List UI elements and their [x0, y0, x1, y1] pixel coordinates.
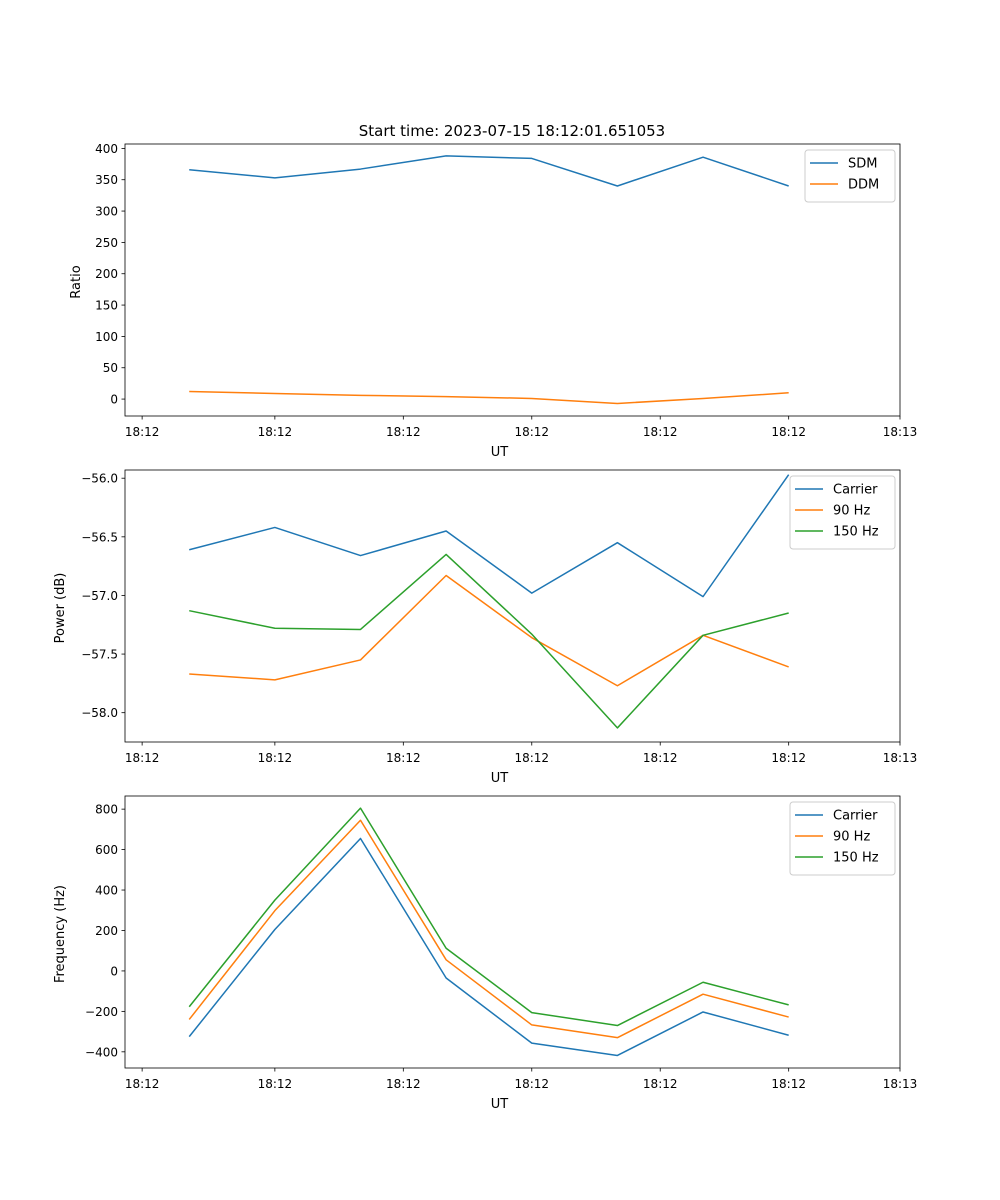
legend-label: DDM: [848, 178, 879, 193]
y-axis-label: Power (dB): [53, 573, 68, 644]
x-tick-label: 18:12: [514, 425, 549, 439]
series-line-150-hz: [188, 807, 789, 1027]
y-tick-label: −58.0: [81, 706, 118, 720]
series-lines: [188, 807, 789, 1057]
y-axis: −400 −200 0 200 400 600 800: [85, 803, 125, 1059]
y-tick-label: 350: [95, 173, 118, 187]
x-tick-label: 18:12: [258, 751, 293, 765]
axes-frame: [124, 469, 901, 743]
legend: Carrier 90 Hz 150 Hz: [789, 475, 896, 550]
x-tick-label: 18:13: [883, 751, 918, 765]
y-tick-label: −400: [85, 1045, 118, 1059]
y-axis: −58.0 −57.5 −57.0 −56.5 −56.0: [81, 472, 125, 720]
x-tick-label: 18:12: [386, 751, 421, 765]
y-tick-label: 150: [95, 299, 118, 313]
x-tick-label: 18:12: [771, 751, 806, 765]
x-tick-label: 18:12: [125, 425, 160, 439]
x-tick-label: 18:12: [643, 751, 678, 765]
x-tick-label: 18:12: [643, 1077, 678, 1091]
y-tick-label: −200: [85, 1005, 118, 1019]
y-tick-label: 300: [95, 205, 118, 219]
series-line-sdm: [189, 155, 789, 187]
y-tick-label: 50: [103, 361, 118, 375]
series-line-ddm: [189, 390, 789, 405]
x-tick-label: 18:12: [643, 425, 678, 439]
y-tick-label: −57.0: [81, 589, 118, 603]
y-tick-label: 600: [95, 843, 118, 857]
y-tick-label: 400: [95, 142, 118, 156]
y-tick-label: −56.5: [81, 530, 118, 544]
y-axis: 0 50 100 150 200 250 300 350 400: [95, 142, 125, 407]
x-axis: 18:12 18:12 18:12 18:12 18:12 18:12 18:13: [125, 742, 917, 765]
series-line-carrier: [188, 837, 789, 1057]
series-line-90-hz: [188, 819, 789, 1039]
y-tick-label: 0: [110, 393, 118, 407]
y-axis-label: Ratio: [69, 265, 84, 298]
legend: SDM DDM: [804, 149, 896, 203]
x-tick-label: 18:12: [514, 751, 549, 765]
series-lines: [189, 474, 790, 729]
y-tick-label: 250: [95, 236, 118, 250]
legend-label: SDM: [848, 157, 877, 172]
series-line-90-hz: [189, 574, 789, 687]
y-tick-label: 200: [95, 924, 118, 938]
x-tick-label: 18:13: [883, 425, 918, 439]
series-line-carrier: [189, 474, 790, 598]
y-tick-label: 800: [95, 803, 118, 817]
x-tick-label: 18:13: [883, 1077, 918, 1091]
x-tick-label: 18:12: [386, 1077, 421, 1091]
series-line-150-hz: [189, 553, 789, 729]
x-tick-label: 18:12: [258, 425, 293, 439]
legend-label: 90 Hz: [833, 830, 870, 845]
x-axis: 18:12 18:12 18:12 18:12 18:12 18:12 18:13: [125, 416, 917, 439]
y-tick-label: −57.5: [81, 648, 118, 662]
chart-2: −58.0−57.5−57.0−56.5−56.018:12 18:12 18:12…: [53, 469, 917, 786]
x-tick-label: 18:12: [125, 1077, 160, 1091]
x-tick-label: 18:12: [386, 425, 421, 439]
series-lines: [189, 155, 789, 405]
x-axis-label: UT: [491, 445, 509, 460]
axes-frame: [124, 795, 901, 1069]
x-tick-label: 18:12: [514, 1077, 549, 1091]
axes-frame: [124, 143, 901, 417]
x-tick-label: 18:12: [258, 1077, 293, 1091]
y-axis-label: Frequency (Hz): [53, 885, 68, 983]
y-tick-label: 400: [95, 884, 118, 898]
x-tick-label: 18:12: [125, 751, 160, 765]
x-tick-label: 18:12: [771, 425, 806, 439]
legend-label: 150 Hz: [833, 525, 879, 540]
x-axis-label: UT: [491, 771, 509, 786]
y-tick-label: 200: [95, 267, 118, 281]
figure-title: Start time: 2023-07-15 18:12:01.651053: [359, 122, 665, 140]
x-tick-label: 18:12: [771, 1077, 806, 1091]
y-tick-label: 100: [95, 330, 118, 344]
legend-label: 90 Hz: [833, 504, 870, 519]
legend-label: Carrier: [833, 809, 878, 824]
legend: Carrier 90 Hz 150 Hz: [789, 801, 896, 876]
y-tick-label: 0: [110, 964, 118, 978]
legend-label: Carrier: [833, 483, 878, 498]
legend-label: 150 Hz: [833, 851, 879, 866]
x-axis-label: UT: [491, 1097, 509, 1112]
y-tick-label: −56.0: [81, 472, 118, 486]
x-axis: 18:12 18:12 18:12 18:12 18:12 18:12 18:13: [125, 1068, 917, 1091]
